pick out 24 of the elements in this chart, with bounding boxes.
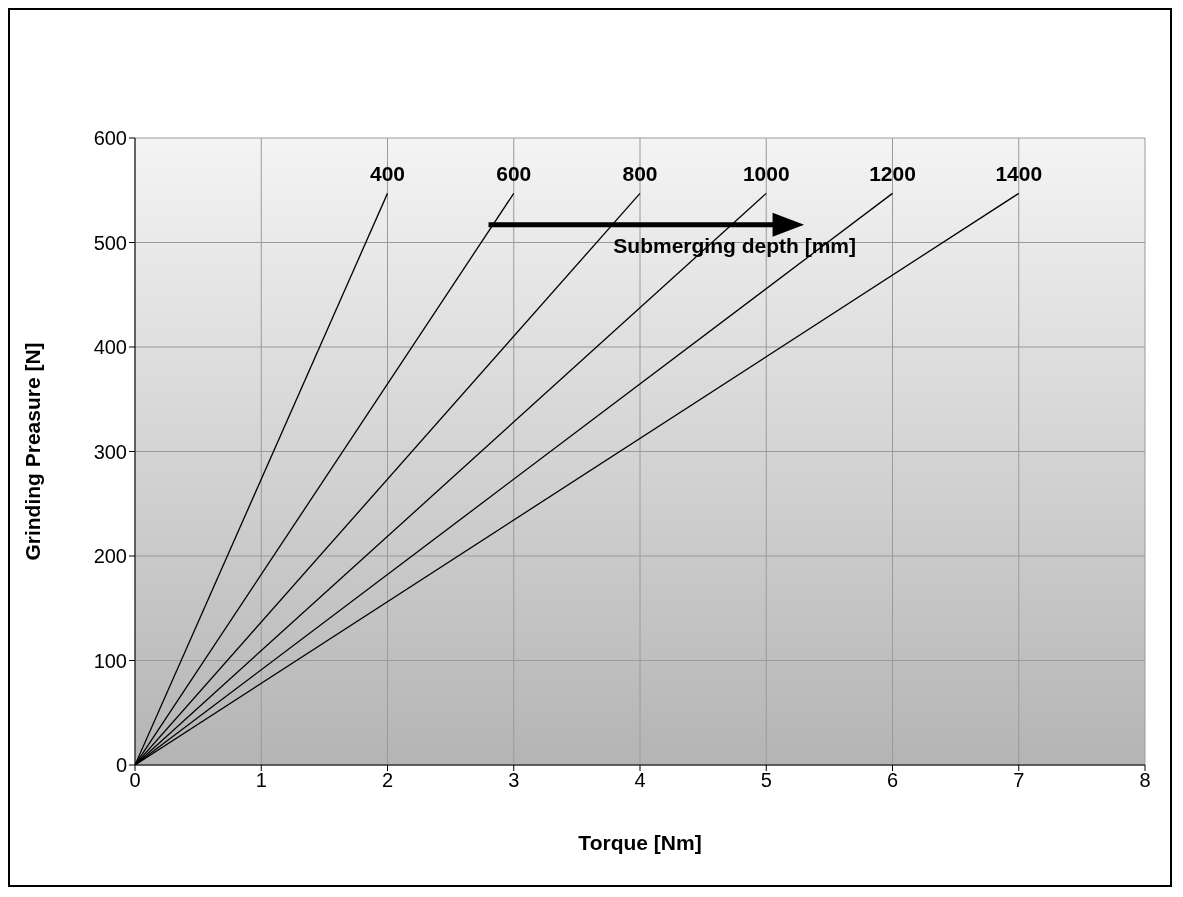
series-label: 800 [622, 162, 658, 186]
y-tick-label: 100 [93, 649, 127, 672]
x-tick-label: 4 [634, 769, 646, 792]
y-tick-label: 400 [93, 336, 127, 359]
series-label: 400 [369, 162, 406, 186]
x-tick-label: 2 [381, 769, 394, 792]
y-tick-label: 200 [93, 545, 127, 568]
x-tick-label: 3 [508, 769, 520, 792]
x-tick-label: 7 [1013, 769, 1025, 792]
series-label: 1200 [869, 162, 916, 186]
x-axis-title: Torque [Nm] [578, 831, 702, 854]
x-tick-label: 8 [1139, 769, 1151, 792]
x-tick-label: 0 [129, 769, 141, 792]
y-tick-label: 0 [115, 754, 127, 777]
x-tick-label: 6 [886, 769, 899, 792]
series-label: 600 [496, 162, 532, 186]
y-tick-label: 300 [93, 440, 127, 463]
y-axis-title: Grinding Preasure [N] [21, 342, 44, 561]
y-tick-label: 600 [93, 127, 127, 150]
series-label: 1000 [742, 162, 790, 186]
y-tick-label: 500 [93, 231, 127, 254]
x-tick-label: 1 [255, 769, 267, 792]
x-tick-label: 5 [760, 769, 772, 792]
series-label: 1400 [995, 162, 1043, 186]
